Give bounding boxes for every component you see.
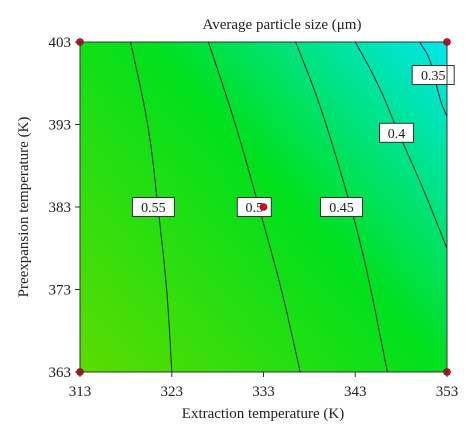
contour-label-text: 0.4 — [388, 127, 406, 142]
contour-line-0.4 — [354, 41, 448, 249]
contour-label-0.35: 0.35 — [411, 65, 455, 85]
design-points — [76, 38, 451, 376]
contour-label-text: 0.55 — [141, 201, 166, 216]
chart-title: Average particle size (μm) — [203, 17, 362, 33]
contour-lines — [130, 41, 448, 373]
y-tick-label: 393 — [49, 118, 72, 134]
contour-line-0.55 — [130, 41, 173, 373]
x-tick-label: 323 — [161, 384, 184, 400]
y-tick-label: 403 — [49, 35, 72, 51]
contour-label-0.45: 0.45 — [320, 197, 363, 217]
y-tick-label: 373 — [49, 283, 72, 299]
x-axis-title: Extraction temperature (K) — [182, 406, 344, 422]
x-axis: 313 323 333 343 353 — [69, 372, 459, 400]
contour-label-0.5: 0.5 — [236, 197, 272, 217]
contour-label-0.55: 0.55 — [131, 197, 175, 217]
y-axis-title: Preexpansion temperature (K) — [16, 117, 32, 298]
contour-label-text: 0.45 — [329, 201, 354, 216]
contour-label-box — [411, 65, 455, 85]
y-tick-label: 383 — [49, 200, 72, 216]
x-tick-label: 353 — [436, 384, 459, 400]
y-axis: 363 373 383 393 403 — [49, 35, 80, 381]
contour-label-text: 0.5 — [246, 201, 264, 216]
contour-line-0.45 — [295, 41, 388, 373]
contour-label-box — [320, 197, 363, 217]
contour-label-0.4: 0.4 — [379, 122, 414, 143]
contour-line-0.35 — [419, 41, 448, 117]
x-tick-label: 333 — [252, 384, 275, 400]
contour-labels: 0.55 0.5 0.45 0.4 0.35 — [131, 65, 455, 217]
y-tick-label: 363 — [49, 365, 72, 381]
contour-line-0.5 — [207, 41, 301, 373]
x-tick-label: 313 — [69, 384, 92, 400]
contour-label-text: 0.35 — [421, 69, 446, 84]
design-point-5 — [259, 203, 268, 211]
contour-label-box — [379, 122, 414, 143]
x-tick-label: 343 — [344, 384, 367, 400]
contour-label-box — [131, 197, 175, 217]
contour-label-box — [236, 197, 272, 217]
